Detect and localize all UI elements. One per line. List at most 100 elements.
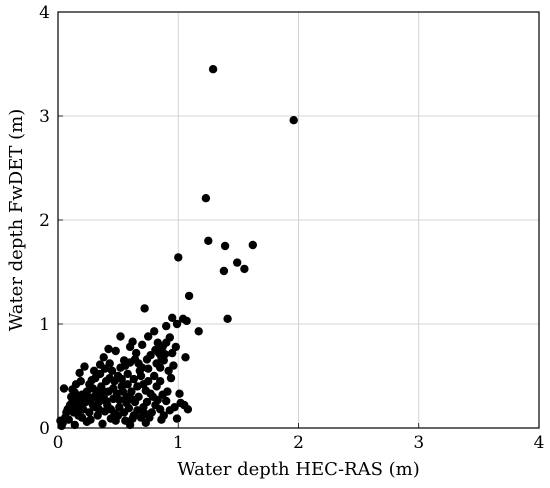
data-point — [127, 394, 136, 404]
data-point — [127, 387, 136, 396]
data-point — [104, 344, 113, 354]
data-point — [134, 392, 143, 401]
y-axis-label: Water depth FwDET (m) — [6, 109, 27, 331]
data-point — [123, 369, 132, 379]
data-point — [170, 403, 179, 412]
data-point — [201, 194, 211, 203]
data-point — [98, 386, 107, 395]
data-point — [208, 65, 218, 74]
data-point — [94, 405, 104, 414]
data-point — [289, 116, 298, 125]
data-point — [142, 397, 152, 407]
data-point — [171, 342, 180, 352]
x-axis-ticks: 0 1 2 3 4 — [53, 423, 545, 453]
y-tick-label: 4 — [39, 3, 50, 23]
data-point — [162, 338, 171, 347]
data-point — [111, 346, 120, 356]
data-point — [123, 380, 132, 389]
x-tick-label: 1 — [173, 433, 184, 453]
data-point — [136, 371, 146, 381]
data-point — [76, 377, 86, 386]
data-point — [156, 377, 165, 386]
x-tick-label: 4 — [534, 433, 545, 453]
data-point — [146, 389, 155, 398]
data-point — [80, 395, 89, 405]
x-tick-label: 3 — [413, 433, 424, 453]
data-point — [70, 420, 80, 430]
data-point — [105, 359, 114, 368]
data-point — [248, 240, 257, 250]
data-point — [98, 419, 107, 428]
x-axis-label: Water depth HEC-RAS (m) — [177, 459, 420, 480]
data-point — [233, 258, 242, 267]
data-point — [223, 314, 232, 323]
data-point — [144, 332, 153, 341]
data-point — [157, 415, 166, 424]
data-point — [113, 411, 123, 420]
data-point — [139, 380, 148, 389]
data-point — [156, 405, 165, 414]
data-point — [128, 337, 137, 346]
data-point — [129, 374, 138, 384]
y-axis-ticks: 0 1 2 3 4 — [39, 3, 63, 439]
data-point — [89, 392, 99, 401]
x-tick-label: 2 — [293, 433, 304, 453]
data-point — [138, 340, 147, 349]
data-point — [181, 353, 190, 362]
data-point — [219, 266, 229, 276]
data-point — [99, 353, 108, 362]
data-point — [162, 396, 171, 406]
data-point — [101, 396, 111, 406]
data-point — [59, 384, 69, 393]
data-point — [128, 414, 137, 423]
data-point — [184, 291, 194, 301]
data-point — [73, 404, 82, 413]
data-point — [168, 348, 177, 358]
data-point — [174, 253, 183, 262]
data-point — [162, 321, 171, 331]
data-point — [106, 414, 116, 423]
data-point — [132, 348, 141, 358]
data-point — [144, 364, 153, 373]
data-point — [140, 304, 149, 313]
data-point — [88, 400, 98, 410]
data-point — [116, 332, 125, 341]
data-point — [150, 327, 159, 336]
data-point — [166, 373, 176, 383]
data-point — [80, 362, 89, 371]
data-point — [145, 413, 154, 422]
data-point — [194, 327, 203, 336]
y-tick-label: 1 — [39, 315, 50, 335]
y-tick-label: 2 — [39, 211, 50, 231]
data-point — [85, 408, 94, 417]
data-point — [220, 241, 230, 251]
data-point — [117, 374, 126, 384]
data-point — [86, 415, 95, 424]
data-point — [158, 390, 167, 399]
data-point — [204, 236, 213, 245]
data-point — [121, 416, 130, 425]
data-point — [75, 368, 84, 378]
data-point — [152, 359, 161, 368]
data-point — [133, 406, 142, 415]
data-point — [107, 366, 117, 375]
data-point — [70, 388, 80, 397]
data-point — [160, 350, 170, 359]
data-point — [85, 380, 94, 389]
data-point — [62, 408, 71, 417]
data-point — [56, 416, 65, 425]
x-tick-label: 0 — [53, 433, 64, 453]
data-point — [183, 405, 193, 414]
data-point — [175, 389, 184, 398]
data-points — [56, 65, 298, 431]
data-point — [118, 387, 128, 396]
data-point — [105, 373, 114, 383]
data-point — [182, 316, 191, 326]
data-point — [64, 415, 74, 424]
y-tick-label: 0 — [39, 419, 50, 439]
data-point — [77, 413, 87, 422]
data-point — [172, 414, 182, 423]
data-point — [150, 371, 159, 381]
data-point — [109, 384, 118, 393]
